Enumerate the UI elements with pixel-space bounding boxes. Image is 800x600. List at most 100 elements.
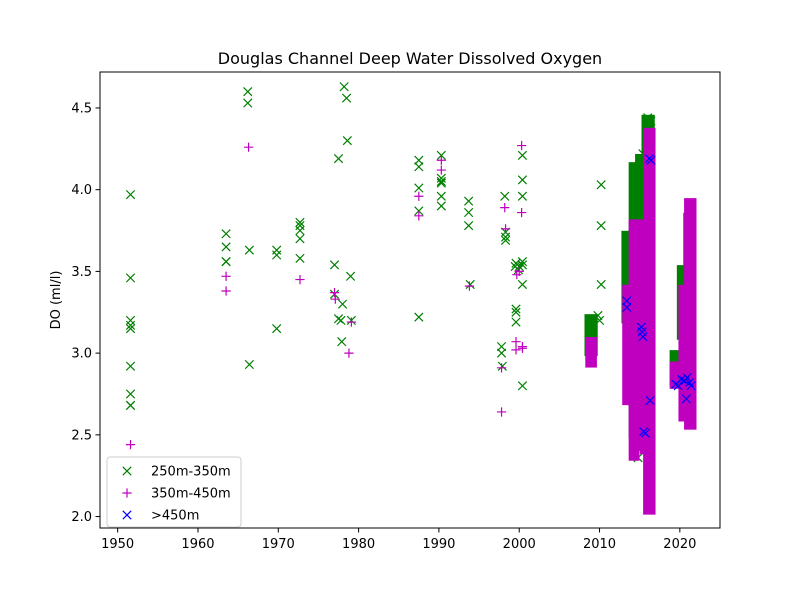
data-point bbox=[622, 302, 632, 312]
data-point bbox=[596, 221, 606, 231]
legend-marker bbox=[122, 510, 132, 520]
legend-label: >450m bbox=[151, 509, 199, 524]
data-point bbox=[295, 253, 305, 263]
legend: 250m-350m 350m-450m >450m bbox=[106, 456, 242, 528]
x-tick-label: 2020 bbox=[663, 537, 696, 552]
data-point bbox=[414, 155, 424, 165]
data-point bbox=[333, 153, 344, 164]
data-point bbox=[500, 232, 511, 242]
data-point bbox=[513, 265, 524, 275]
x-tick-label: 1980 bbox=[342, 537, 375, 552]
data-point bbox=[414, 211, 424, 221]
data-point bbox=[464, 281, 475, 291]
data-point bbox=[594, 315, 605, 326]
data-point bbox=[517, 279, 528, 290]
series-2 bbox=[622, 153, 696, 438]
data-point bbox=[336, 315, 346, 326]
data-point bbox=[511, 317, 521, 327]
data-point bbox=[464, 207, 474, 218]
data-point bbox=[673, 381, 683, 391]
data-point bbox=[414, 162, 424, 172]
data-point bbox=[272, 250, 282, 260]
data-marks bbox=[125, 82, 697, 515]
data-point bbox=[640, 428, 650, 438]
x-tick-label: 2000 bbox=[503, 537, 536, 552]
data-point bbox=[243, 86, 253, 97]
data-point bbox=[329, 260, 340, 270]
data-point bbox=[436, 155, 446, 165]
y-tick-label: 2.5 bbox=[71, 428, 92, 443]
plot-area bbox=[100, 72, 720, 528]
data-point bbox=[496, 341, 507, 352]
data-point bbox=[511, 345, 521, 355]
data-point bbox=[596, 279, 606, 290]
series-1 bbox=[125, 127, 697, 515]
data-point bbox=[517, 175, 528, 185]
data-point bbox=[414, 183, 424, 193]
data-point bbox=[645, 395, 655, 406]
data-point bbox=[436, 165, 446, 175]
data-point bbox=[329, 288, 340, 298]
data-point bbox=[341, 93, 352, 103]
dense-data-band bbox=[684, 198, 697, 430]
data-point bbox=[500, 224, 511, 234]
data-point bbox=[272, 323, 282, 334]
data-point bbox=[346, 317, 356, 327]
x-tick-label: 1950 bbox=[101, 537, 134, 552]
data-point bbox=[243, 98, 253, 108]
data-point bbox=[686, 381, 696, 391]
x-tick-label: 1970 bbox=[262, 537, 295, 552]
data-point bbox=[496, 348, 507, 358]
data-point bbox=[221, 229, 231, 239]
data-point bbox=[295, 217, 305, 227]
data-point bbox=[414, 312, 424, 322]
plot-frame bbox=[99, 71, 721, 529]
data-point bbox=[682, 373, 692, 383]
dense-data-band bbox=[585, 337, 597, 368]
data-point bbox=[125, 320, 136, 330]
data-point bbox=[517, 256, 528, 267]
data-point bbox=[221, 286, 231, 296]
y-tick-label: 2.0 bbox=[71, 510, 92, 525]
data-point bbox=[511, 337, 521, 347]
data-point bbox=[511, 307, 521, 317]
dense-data-band bbox=[621, 230, 633, 324]
data-point bbox=[646, 155, 656, 165]
data-point bbox=[295, 225, 305, 236]
x-tick-label: 1960 bbox=[181, 537, 214, 552]
x-tick-label: 2010 bbox=[583, 537, 616, 552]
data-point bbox=[517, 150, 528, 160]
data-point bbox=[330, 294, 340, 304]
data-point bbox=[125, 440, 136, 450]
data-point bbox=[344, 348, 354, 358]
data-point bbox=[221, 271, 231, 281]
chart-title: Douglas Channel Deep Water Dissolved Oxy… bbox=[218, 49, 602, 68]
y-tick-label: 3.0 bbox=[71, 347, 92, 362]
data-point bbox=[464, 221, 474, 231]
data-point bbox=[465, 279, 475, 290]
data-point bbox=[221, 256, 231, 267]
data-point bbox=[436, 191, 446, 201]
data-point bbox=[125, 389, 136, 399]
data-point bbox=[125, 361, 136, 371]
y-tick-label: 4.0 bbox=[71, 183, 92, 198]
data-point bbox=[497, 361, 507, 371]
x-tick-label: 1990 bbox=[422, 537, 455, 552]
data-point bbox=[339, 82, 349, 92]
data-point bbox=[517, 343, 528, 353]
data-point bbox=[436, 201, 446, 211]
dense-data-band bbox=[643, 127, 656, 515]
y-tick-label: 3.5 bbox=[71, 265, 92, 280]
y-tick-label: 4.5 bbox=[71, 101, 92, 116]
data-point bbox=[337, 337, 347, 347]
data-point bbox=[436, 178, 446, 188]
data-point bbox=[243, 142, 254, 152]
data-point bbox=[593, 310, 603, 321]
data-point bbox=[464, 196, 474, 206]
data-point bbox=[638, 332, 648, 342]
data-point bbox=[635, 160, 645, 170]
data-point bbox=[342, 136, 352, 146]
data-point bbox=[622, 296, 632, 306]
data-point bbox=[414, 206, 424, 216]
data-point bbox=[125, 400, 136, 411]
